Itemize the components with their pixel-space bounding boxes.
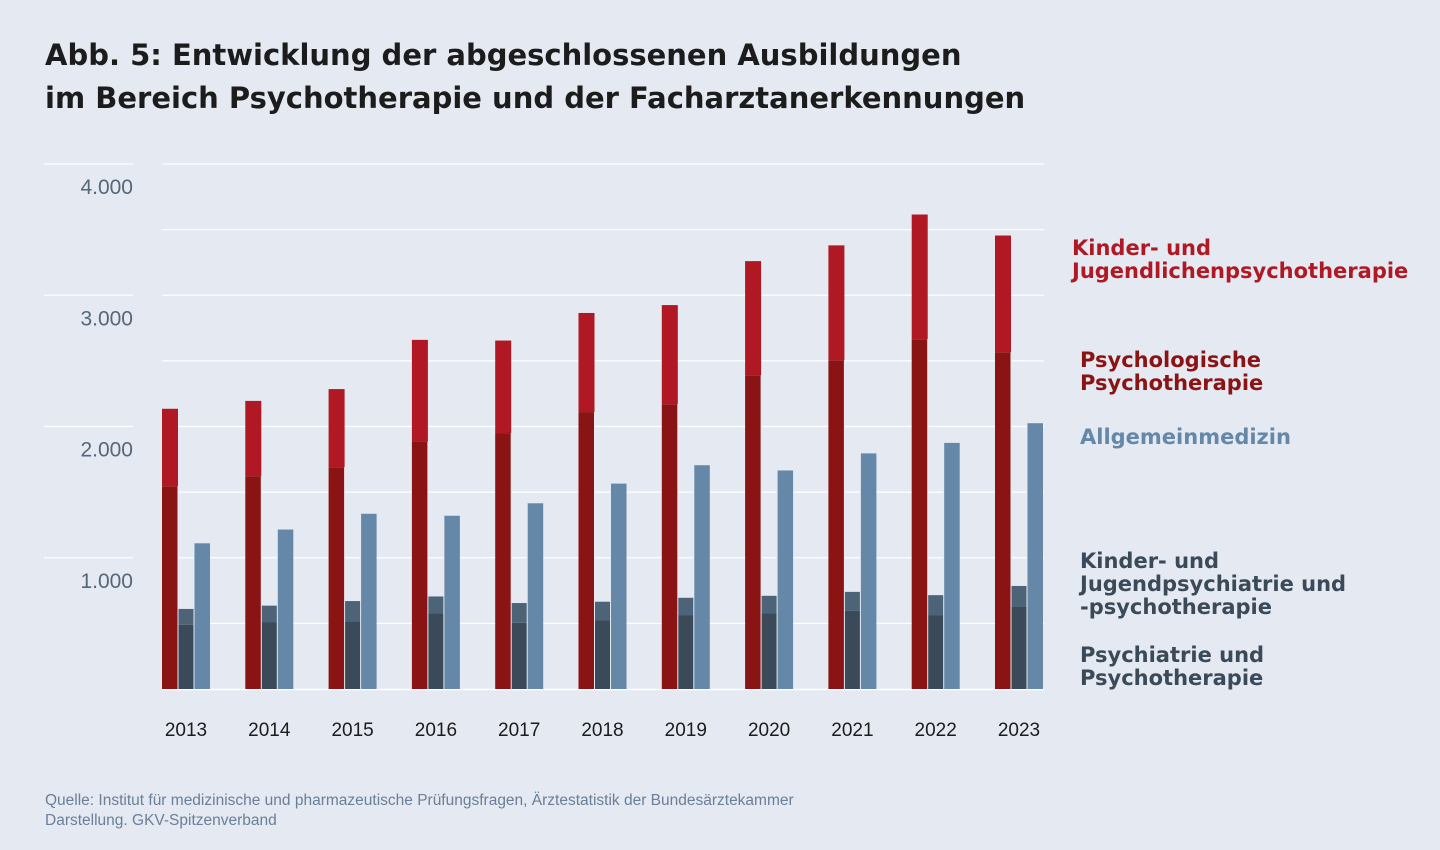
bar-psychiatrie-psychotherapie: [927, 615, 944, 689]
bar-kinder-jugendlichenpsychotherapie: [995, 235, 1011, 353]
x-tick-label: 2021: [831, 720, 873, 741]
bar-psychiatrie-psychotherapie: [427, 613, 444, 689]
legend-pp: Psychologische Psychotherapie: [1080, 349, 1263, 395]
legend-kjpsych-line3: -psychotherapie: [1080, 595, 1272, 619]
bar-psychiatrie-psychotherapie: [844, 610, 861, 689]
bar-kinder-jugendpsychiatrie: [844, 591, 861, 611]
bar-allgemeinmedizin: [610, 483, 627, 689]
bar-kinder-jugendlichenpsychotherapie: [162, 408, 178, 487]
legend-am: Allgemeinmedizin: [1080, 426, 1291, 449]
bar-psychiatrie-psychotherapie: [761, 613, 778, 689]
legend-kjpsych-line2: Jugendpsychiatrie und: [1080, 572, 1347, 596]
bar-psychiatrie-psychotherapie: [344, 621, 361, 689]
bar-kinder-jugendlichenpsychotherapie: [411, 339, 428, 442]
bar-kinder-jugendpsychiatrie: [594, 601, 611, 621]
bar-kinder-jugendlichenpsychotherapie: [495, 340, 512, 434]
legend-psych-line2: Psychotherapie: [1080, 666, 1264, 690]
bar-allgemeinmedizin: [527, 503, 544, 689]
bar-psychologische-psychotherapie: [328, 467, 345, 689]
x-tick-label: 2018: [581, 720, 623, 741]
chart-title-line1: Abb. 5: Entwicklung der abgeschlossenen …: [45, 38, 962, 72]
bar-psychiatrie-psychotherapie: [1011, 606, 1027, 689]
x-tick-label: 2015: [331, 720, 373, 741]
bar-kinder-jugendpsychiatrie: [1011, 585, 1027, 607]
bar-kinder-jugendlichenpsychotherapie: [661, 305, 678, 405]
x-tick-label: 2022: [915, 720, 957, 741]
bar-allgemeinmedizin: [943, 442, 960, 689]
x-tick-label: 2013: [165, 720, 207, 741]
legend-psych-line1: Psychiatrie und: [1080, 643, 1265, 667]
bar-kinder-jugendlichenpsychotherapie: [745, 261, 762, 376]
bar-psychiatrie-psychotherapie: [178, 624, 194, 689]
bar-allgemeinmedizin: [360, 513, 377, 689]
bar-psychologische-psychotherapie: [745, 375, 762, 689]
y-tick-label: 1.000: [80, 570, 133, 593]
bar-kinder-jugendpsychiatrie: [261, 605, 278, 623]
bar-kinder-jugendpsychiatrie: [427, 596, 444, 614]
bar-psychiatrie-psychotherapie: [677, 615, 694, 689]
bar-allgemeinmedizin: [777, 470, 794, 689]
bar-psychologische-psychotherapie: [411, 441, 428, 689]
y-tick-label: 4.000: [80, 176, 133, 199]
legend-psych: Psychiatrie und Psychotherapie: [1080, 644, 1264, 690]
bar-psychologische-psychotherapie: [828, 360, 845, 689]
bar-kinder-jugendpsychiatrie: [178, 608, 194, 625]
bar-kinder-jugendpsychiatrie: [511, 603, 528, 623]
legend-kjp-line1: Kinder- und: [1072, 236, 1212, 260]
chart-title: Abb. 5: Entwicklung der abgeschlossenen …: [45, 34, 1025, 120]
bar-allgemeinmedizin: [860, 453, 877, 689]
bar-allgemeinmedizin: [277, 529, 294, 689]
bar-kinder-jugendlichenpsychotherapie: [828, 245, 845, 361]
source-line1: Quelle: Institut für medizinische und ph…: [45, 792, 794, 809]
legend-pp-line1: Psychologische: [1080, 348, 1262, 372]
y-tick-label: 2.000: [80, 439, 133, 462]
bar-kinder-jugendpsychiatrie: [677, 597, 694, 616]
bar-allgemeinmedizin: [693, 465, 710, 689]
chart-title-line2: im Bereich Psychotherapie und der Fachar…: [45, 81, 1026, 115]
bar-kinder-jugendlichenpsychotherapie: [911, 214, 928, 340]
bar-kinder-jugendlichenpsychotherapie: [328, 389, 345, 468]
bar-psychologische-psychotherapie: [245, 476, 262, 689]
bar-psychologische-psychotherapie: [661, 404, 678, 689]
bar-kinder-jugendpsychiatrie: [761, 595, 778, 614]
x-tick-label: 2014: [248, 720, 291, 741]
y-tick-label: 3.000: [80, 307, 133, 330]
bar-allgemeinmedizin: [1027, 423, 1043, 689]
legend-pp-line2: Psychotherapie: [1080, 371, 1264, 395]
bar-kinder-jugendpsychiatrie: [344, 601, 361, 622]
bar-psychologische-psychotherapie: [162, 486, 178, 689]
x-tick-label: 2020: [748, 720, 790, 741]
bar-kinder-jugendlichenpsychotherapie: [245, 400, 262, 477]
x-tick-label: 2019: [665, 720, 707, 741]
source-note: Quelle: Institut für medizinische und ph…: [45, 791, 794, 831]
bar-psychologische-psychotherapie: [495, 433, 512, 689]
legend-kjpsych-line1: Kinder- und: [1080, 549, 1220, 573]
x-tick-label: 2017: [498, 720, 540, 741]
source-line2: Darstellung. GKV-Spitzenverband: [45, 812, 277, 829]
bar-kinder-jugendpsychiatrie: [927, 595, 944, 616]
legend-kjp: Kinder- und Jugendlichenpsychotherapie: [1072, 237, 1408, 283]
bar-allgemeinmedizin: [443, 515, 460, 689]
bar-psychiatrie-psychotherapie: [594, 620, 611, 689]
bar-psychologische-psychotherapie: [995, 352, 1011, 689]
bar-psychologische-psychotherapie: [911, 339, 928, 689]
bar-kinder-jugendlichenpsychotherapie: [578, 312, 595, 413]
bar-psychiatrie-psychotherapie: [511, 622, 528, 689]
bar-psychiatrie-psychotherapie: [261, 622, 278, 689]
bar-psychologische-psychotherapie: [578, 412, 595, 689]
bar-allgemeinmedizin: [194, 543, 210, 689]
x-tick-label: 2016: [415, 720, 457, 741]
x-tick-label: 2023: [998, 720, 1040, 741]
legend-am-line1: Allgemeinmedizin: [1080, 425, 1291, 449]
legend-kjp-line2: Jugendlichenpsychotherapie: [1072, 259, 1409, 283]
legend-kjpsych: Kinder- und Jugendpsychiatrie und -psych…: [1080, 550, 1346, 619]
